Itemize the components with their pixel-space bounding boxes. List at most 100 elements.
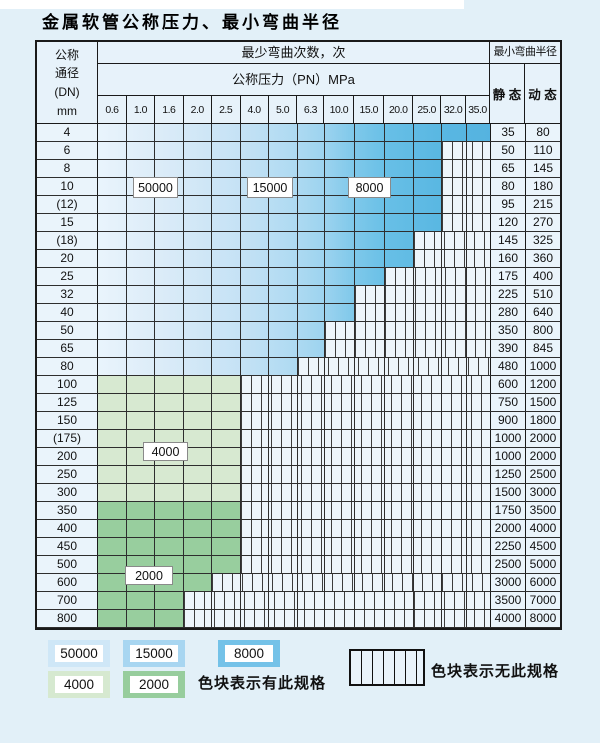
dynamic-header: 动 态 — [528, 88, 557, 102]
grid-cell — [414, 520, 442, 537]
grid-cell — [385, 430, 414, 447]
dn-cell: 10 — [37, 178, 98, 195]
grid-cell — [298, 358, 325, 375]
grid-cell — [269, 520, 298, 537]
grid-cell — [127, 466, 155, 483]
dynamic-radius-cell: 5000 — [525, 556, 560, 573]
page-title: 金属软管公称压力、最小弯曲半径 — [42, 13, 342, 32]
spec-cells — [98, 574, 490, 591]
grid-cell — [467, 412, 490, 429]
grid-cell — [98, 556, 127, 573]
no-spec-swatch — [349, 649, 425, 686]
grid-cell — [298, 520, 325, 537]
static-radius-cell: 1750 — [490, 502, 525, 519]
grid-cell — [98, 160, 127, 177]
grid-cell — [325, 232, 355, 249]
grid-cell — [414, 322, 442, 339]
static-radius-cell: 480 — [490, 358, 525, 375]
grid-cell — [269, 394, 298, 411]
grid-cell — [325, 520, 355, 537]
no-spec-zone — [241, 484, 490, 501]
grid-cell — [184, 592, 212, 609]
grid-cell — [184, 358, 212, 375]
grid-cell — [442, 322, 467, 339]
static-radius-cell: 900 — [490, 412, 525, 429]
dn-cell: 400 — [37, 520, 98, 537]
grid-cell — [212, 484, 241, 501]
static-radius-cell: 390 — [490, 340, 525, 357]
dn-cell: 65 — [37, 340, 98, 357]
dn-cell: 600 — [37, 574, 98, 591]
dn-cell: 800 — [37, 610, 98, 627]
dn-header-line1: 公称 — [54, 47, 79, 62]
grid-cell — [414, 574, 442, 591]
no-spec-zone — [241, 520, 490, 537]
dn-cell: 125 — [37, 394, 98, 411]
grid-cell — [98, 250, 127, 267]
dynamic-radius-cell: 2500 — [525, 466, 560, 483]
grid-cell — [467, 484, 490, 501]
static-radius-cell: 65 — [490, 160, 525, 177]
grid-cell — [414, 340, 442, 357]
table-row: 400 2000 4000 — [37, 520, 560, 538]
grid-cell — [269, 142, 298, 159]
grid-cell — [184, 556, 212, 573]
grid-lines — [98, 214, 490, 231]
grid-cell — [385, 160, 414, 177]
grid-lines — [98, 538, 490, 555]
grid-cell — [241, 610, 269, 627]
grid-cell — [98, 430, 127, 447]
grid-lines — [98, 340, 490, 357]
grid-cell — [98, 178, 127, 195]
grid-cell — [127, 214, 155, 231]
grid-cell — [414, 250, 442, 267]
dn-cell: 700 — [37, 592, 98, 609]
grid-cell — [298, 178, 325, 195]
no-spec-zone — [241, 394, 490, 411]
grid-cell — [155, 358, 184, 375]
grid-cell — [127, 196, 155, 213]
grid-cell — [442, 520, 467, 537]
pressure-col-header: 6.3 — [297, 96, 325, 124]
min-bend-radius-header: 最小弯曲半径 — [490, 42, 560, 64]
spec-cells — [98, 502, 490, 519]
spec-cells — [98, 286, 490, 303]
green-2000-zone — [98, 520, 241, 537]
table-row: (18) 145 325 — [37, 232, 560, 250]
table-row: 4 35 80 — [37, 124, 560, 142]
grid-cell — [385, 358, 414, 375]
grid-lines — [98, 124, 490, 141]
grid-cell — [184, 376, 212, 393]
grid-cell — [155, 574, 184, 591]
grid-cell — [241, 430, 269, 447]
grid-cell — [241, 142, 269, 159]
grid-cell — [241, 448, 269, 465]
grid-cell — [212, 196, 241, 213]
static-radius-cell: 1000 — [490, 430, 525, 447]
grid-cell — [241, 466, 269, 483]
dn-header-cell: 公称 通径 (DN) mm — [37, 42, 98, 124]
grid-cell — [442, 268, 467, 285]
grid-cell — [212, 178, 241, 195]
dynamic-radius-cell: 800 — [525, 322, 560, 339]
grid-cell — [414, 538, 442, 555]
green-2000-zone — [98, 592, 184, 609]
dynamic-radius-cell: 2000 — [525, 430, 560, 447]
grid-cell — [442, 286, 467, 303]
grid-cell — [325, 394, 355, 411]
dn-cell: (18) — [37, 232, 98, 249]
grid-cell — [467, 448, 490, 465]
grid-cell — [269, 376, 298, 393]
grid-cell — [269, 178, 298, 195]
grid-lines — [98, 502, 490, 519]
grid-cell — [385, 538, 414, 555]
bend-cycles-header: 最少弯曲次数，次 — [98, 42, 489, 64]
grid-cell — [98, 574, 127, 591]
grid-cell — [269, 214, 298, 231]
pressure-col-header: 20.0 — [384, 96, 414, 124]
dynamic-radius-cell: 325 — [525, 232, 560, 249]
grid-cell — [269, 574, 298, 591]
no-spec-zone — [298, 358, 490, 375]
grid-cell — [127, 484, 155, 501]
grid-cell — [355, 322, 385, 339]
